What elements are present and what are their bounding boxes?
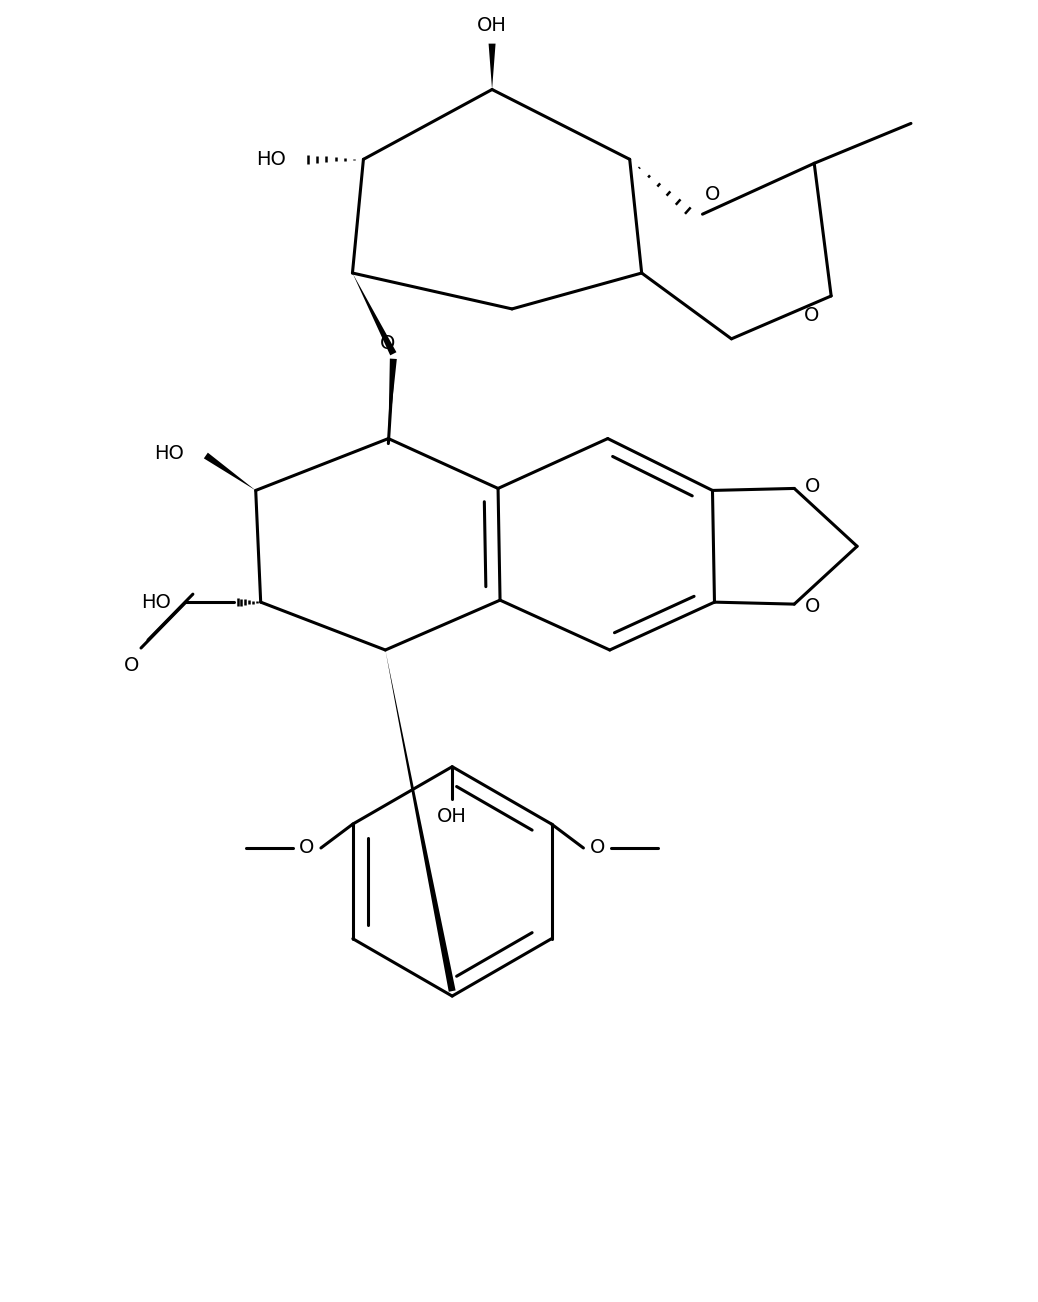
Text: O: O [590,838,605,858]
Polygon shape [388,358,397,439]
Polygon shape [203,453,255,491]
Polygon shape [385,650,456,992]
Text: OH: OH [477,16,507,35]
Polygon shape [489,44,495,90]
Text: HO: HO [154,444,184,464]
Text: HO: HO [141,592,171,612]
Text: O: O [804,477,820,496]
Text: O: O [804,596,820,616]
Polygon shape [353,273,397,355]
Text: O: O [380,335,395,353]
Text: HO: HO [255,150,285,169]
Text: O: O [299,838,315,858]
Text: O: O [705,185,720,203]
Text: O: O [125,656,140,676]
Text: O: O [803,306,819,326]
Text: OH: OH [437,807,467,825]
